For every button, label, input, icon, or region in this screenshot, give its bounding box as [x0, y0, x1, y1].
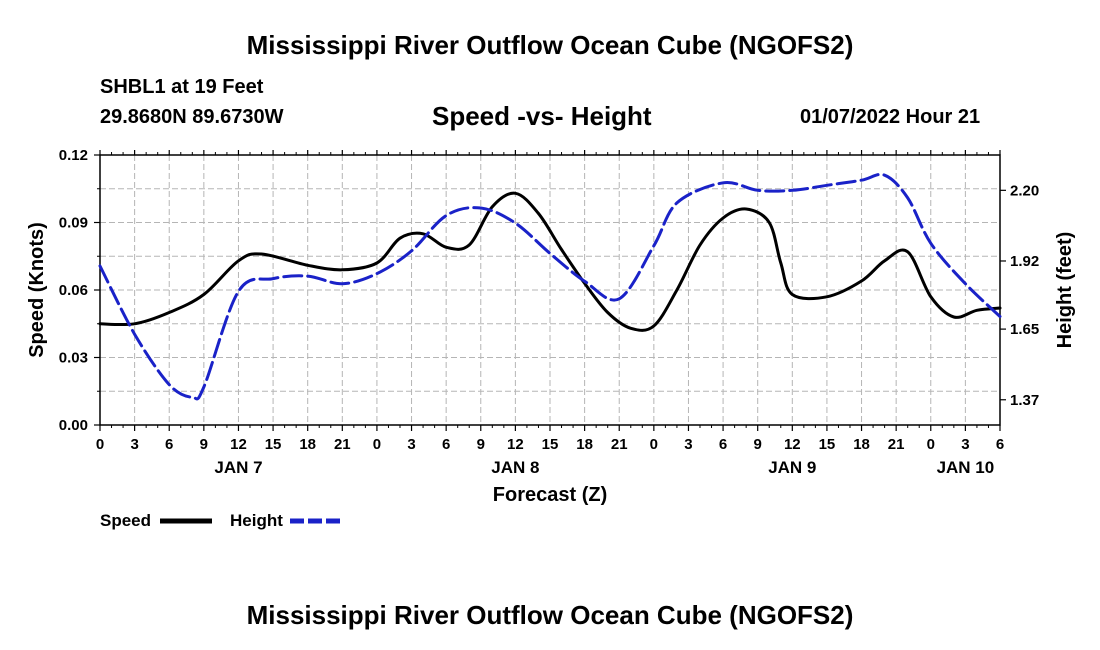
x-tick-label: 9 [477, 436, 485, 453]
x-tick-label: 3 [407, 436, 415, 453]
x-tick-label: 0 [650, 436, 658, 453]
x-tick-label: 3 [684, 436, 692, 453]
tick-labels: 0 3 6 9 12 15 18 21 0 3 6 9 12 15 18 21 0 3 6 9 12 15 18 21 0 3 6J… [59, 147, 1039, 477]
x-tick-label: 15 [542, 436, 559, 453]
coordinates-label: 29.8680N 89.6730W [100, 106, 284, 128]
y2-axis-title: Height (feet) [1054, 232, 1076, 349]
x-tick-label: 21 [888, 436, 905, 453]
page-title-repeat: Mississippi River Outflow Ocean Cube (NG… [246, 600, 854, 630]
x-tick-label: 21 [611, 436, 628, 453]
y-tick-label: 0.00 [59, 417, 88, 434]
day-label: JAN 9 [768, 458, 816, 477]
y-tick-label: 0.03 [59, 350, 88, 367]
x-tick-label: 9 [754, 436, 762, 453]
x-tick-label: 18 [299, 436, 316, 453]
x-tick-label: 6 [996, 436, 1004, 453]
y2-tick-label: 1.37 [1010, 392, 1039, 409]
axis-ticks [94, 150, 1006, 431]
legend-label-speed: Speed [100, 511, 151, 530]
x-tick-label: 0 [373, 436, 381, 453]
x-tick-label: 12 [230, 436, 247, 453]
x-tick-label: 15 [265, 436, 282, 453]
x-tick-label: 12 [784, 436, 801, 453]
x-axis-title: Forecast (Z) [493, 484, 607, 506]
grid-lines [100, 155, 1000, 425]
x-tick-label: 21 [334, 436, 351, 453]
day-label: JAN 7 [214, 458, 262, 477]
timestamp-label: 01/07/2022 Hour 21 [800, 106, 981, 128]
speed-height-chart: 0 3 6 9 12 15 18 21 0 3 6 9 12 15 18 21 0 3 6 9 12 15 18 21 0 3 6J… [26, 147, 1076, 530]
series-line-speed [98, 191, 1002, 332]
x-tick-label: 6 [165, 436, 173, 453]
chart-subtitle: Speed -vs- Height [432, 101, 652, 131]
y2-tick-label: 1.92 [1010, 253, 1039, 270]
y-tick-label: 0.12 [59, 147, 88, 164]
y-axis-title: Speed (Knots) [26, 222, 48, 358]
y2-tick-label: 1.65 [1010, 321, 1039, 338]
page-title: Mississippi River Outflow Ocean Cube (NG… [246, 30, 854, 60]
y-tick-label: 0.09 [59, 215, 88, 232]
x-tick-label: 3 [130, 436, 138, 453]
y2-tick-label: 2.20 [1010, 182, 1039, 199]
x-tick-label: 9 [200, 436, 208, 453]
x-tick-label: 3 [961, 436, 969, 453]
x-tick-label: 0 [927, 436, 935, 453]
series-line-height [98, 172, 1002, 401]
x-tick-label: 18 [576, 436, 593, 453]
day-label: JAN 8 [491, 458, 539, 477]
x-tick-label: 6 [719, 436, 727, 453]
x-tick-label: 18 [853, 436, 870, 453]
x-tick-label: 0 [96, 436, 104, 453]
series-lines [98, 172, 1002, 401]
station-label: SHBL1 at 19 Feet [100, 76, 264, 98]
legend: Speed Height [100, 511, 342, 530]
x-tick-label: 6 [442, 436, 450, 453]
x-tick-label: 12 [507, 436, 524, 453]
legend-label-height: Height [230, 511, 283, 530]
day-label: JAN 10 [937, 458, 995, 477]
x-tick-label: 15 [819, 436, 836, 453]
y-tick-label: 0.06 [59, 282, 88, 299]
